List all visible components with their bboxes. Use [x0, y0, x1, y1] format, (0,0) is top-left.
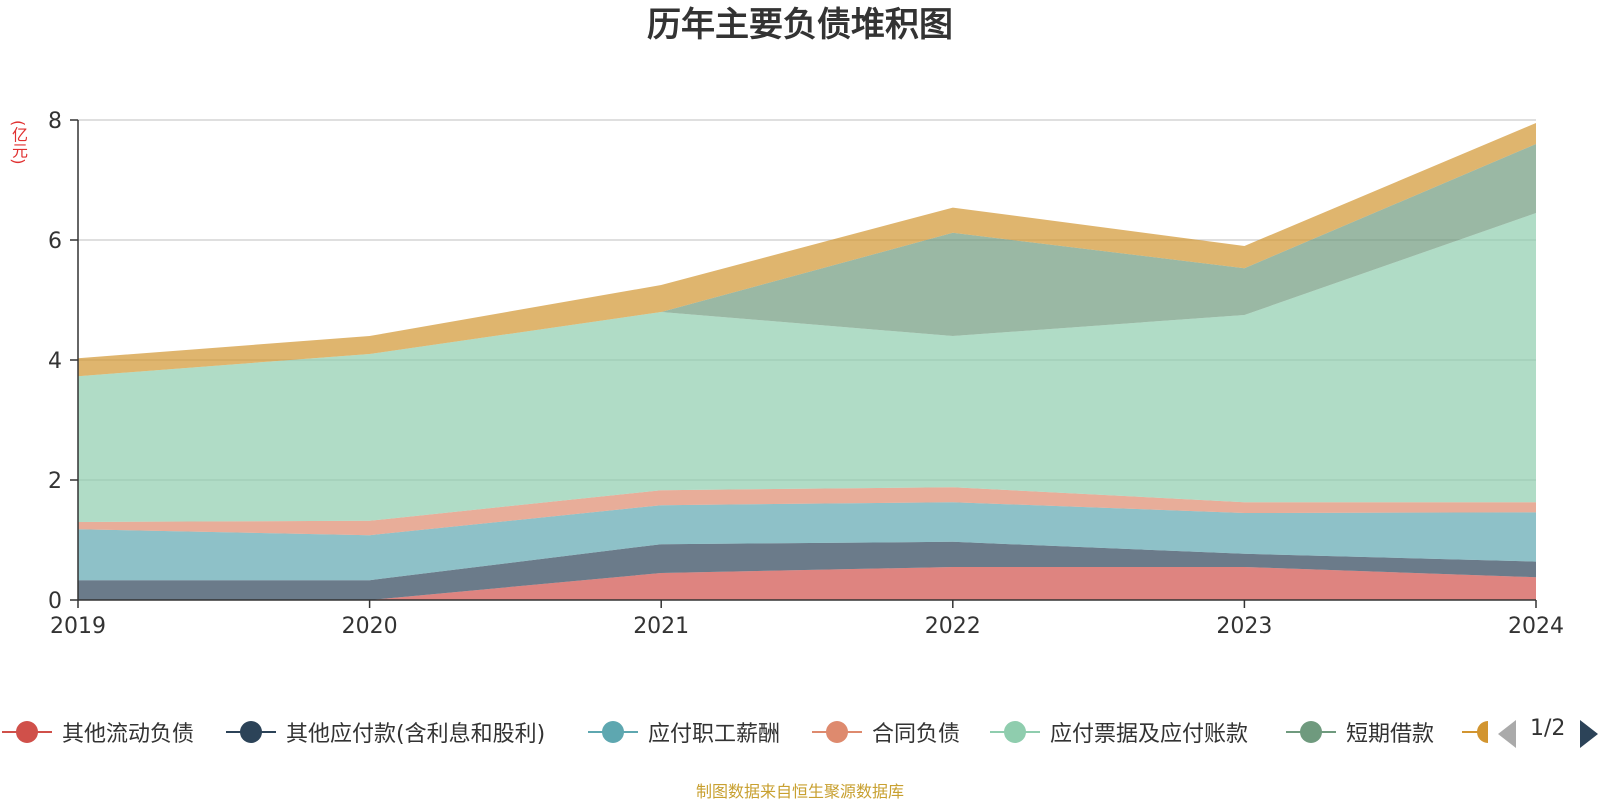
legend-page-indicator: 1/2 — [1530, 716, 1566, 741]
legend-item[interactable]: 短期借款 — [1286, 712, 1434, 752]
x-tick-label: 2022 — [925, 614, 981, 639]
legend-marker-icon — [2, 721, 52, 743]
chart-title: 历年主要负债堆积图 — [647, 5, 953, 45]
legend-item[interactable]: 应付票据及应付账款 — [990, 712, 1248, 752]
area-series-2 — [78, 502, 1536, 581]
legend-marker-icon — [812, 721, 862, 743]
y-tick-label: 0 — [48, 589, 62, 614]
y-tick-label: 8 — [48, 109, 62, 134]
legend: 其他流动负债 其他应付款(含利息和股利) 应付职工薪酬 合同负债 应付票据及应付账款 短期… — [0, 712, 1600, 756]
data-source-note: 制图数据来自恒生聚源数据库 — [695, 782, 904, 801]
legend-label: 合同负债 — [872, 722, 961, 747]
y-tick-label: 6 — [48, 229, 62, 254]
area-series-4 — [78, 213, 1536, 522]
legend-label: 应付票据及应付账款 — [1050, 722, 1249, 747]
legend-item[interactable]: 应付职工薪酬 — [588, 712, 780, 752]
legend-label: 其他应付款(含利息和股利) — [286, 722, 546, 747]
area-series — [78, 123, 1536, 600]
legend-item[interactable]: 其他流动负债 — [2, 712, 194, 752]
x-tick-label: 2021 — [633, 614, 689, 639]
x-tick-label: 2023 — [1216, 614, 1272, 639]
legend-label: 应付职工薪酬 — [648, 722, 781, 747]
y-axis-unit-label: (亿元) — [9, 120, 28, 165]
legend-prev-page-icon[interactable] — [1496, 718, 1520, 750]
legend-marker-icon — [226, 721, 276, 743]
legend-marker-icon — [1286, 721, 1336, 743]
legend-marker-icon — [1462, 721, 1488, 743]
legend-next-page-icon[interactable] — [1576, 718, 1600, 750]
axes: 0 2 4 6 8 2019 2020 2021 2022 2023 2024 — [48, 109, 1564, 639]
y-tick-label: 2 — [48, 469, 62, 494]
area-series-0 — [78, 567, 1536, 600]
legend-marker-icon — [588, 721, 638, 743]
area-series-5 — [78, 144, 1536, 377]
x-tick-label: 2024 — [1508, 614, 1564, 639]
legend-item[interactable]: 其他应付款(含利息和股利) — [226, 712, 545, 752]
legend-item[interactable]: 合同负债 — [812, 712, 960, 752]
legend-label: 短期借款 — [1346, 722, 1435, 747]
y-tick-label: 4 — [48, 349, 62, 374]
area-series-6 — [78, 123, 1536, 377]
x-tick-label: 2019 — [50, 614, 106, 639]
x-tick-label: 2020 — [342, 614, 398, 639]
legend-label: 其他流动负债 — [62, 722, 195, 747]
legend-marker-icon — [990, 721, 1040, 743]
area-series-3 — [78, 487, 1536, 536]
area-series-1 — [78, 541, 1536, 600]
